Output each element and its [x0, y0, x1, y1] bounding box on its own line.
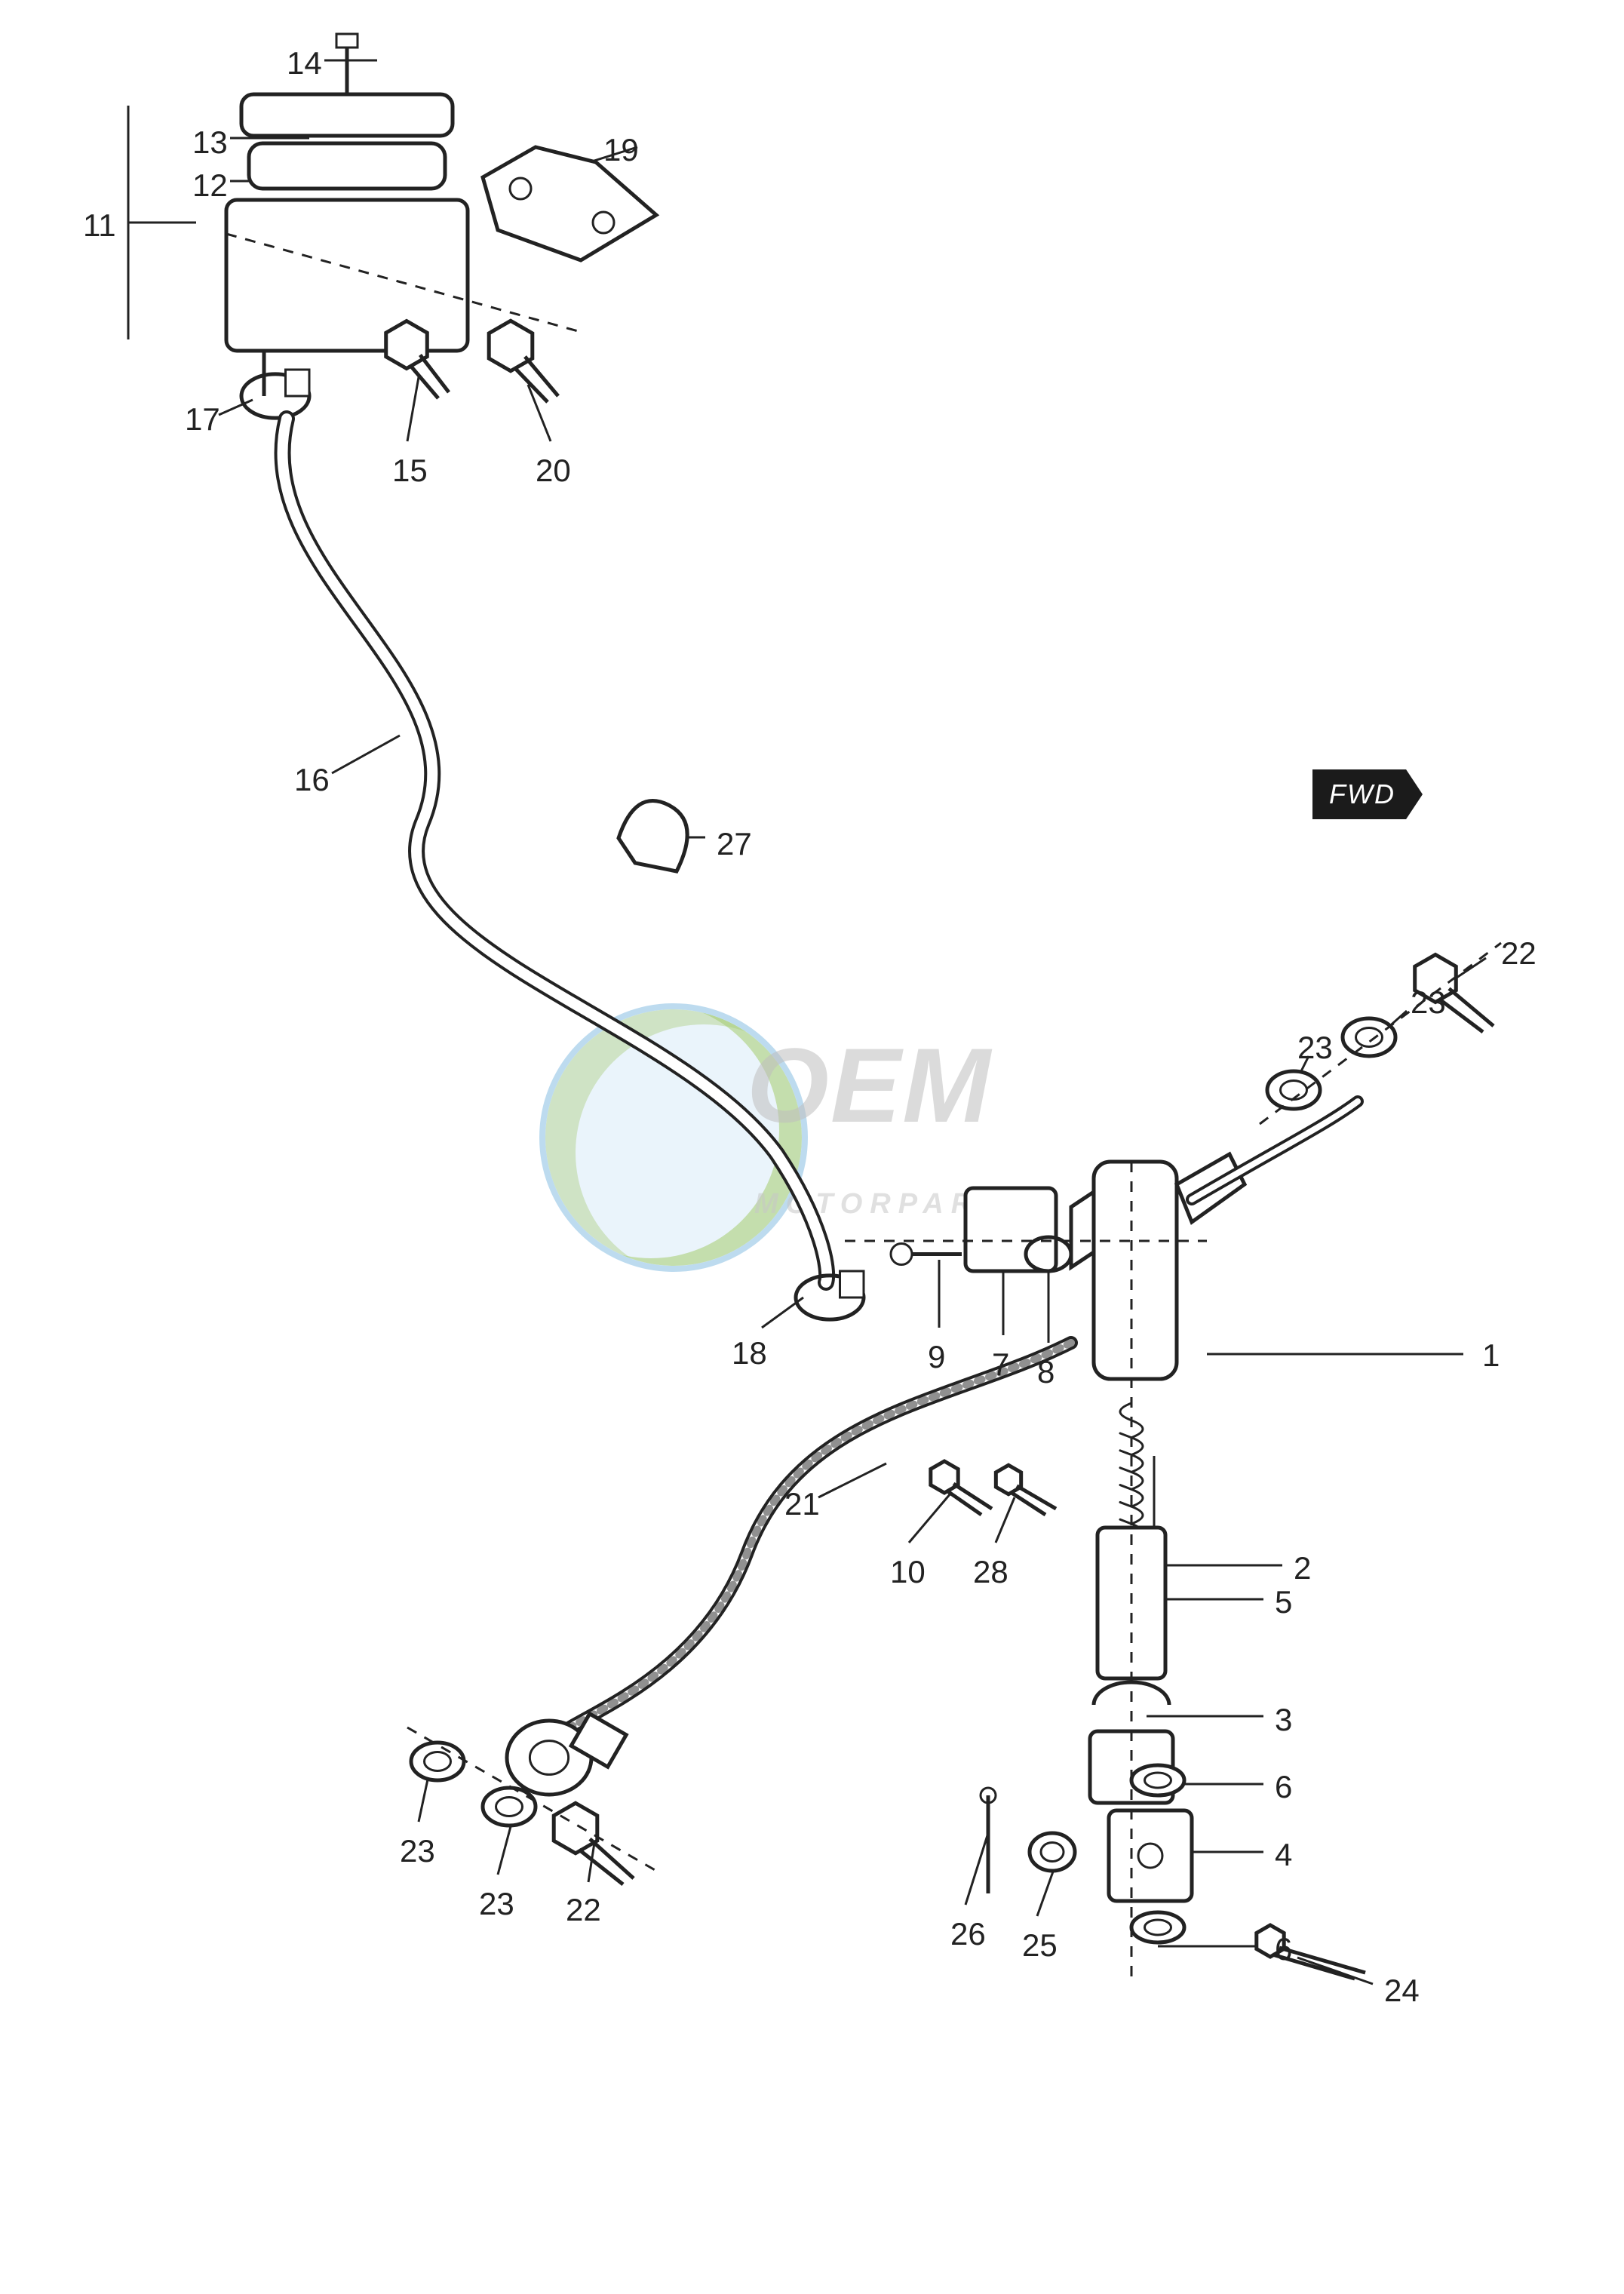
callout-15: 15 — [392, 453, 428, 489]
callout-10: 10 — [890, 1554, 926, 1590]
callout-19: 19 — [603, 132, 639, 168]
callout-3: 3 — [1275, 1702, 1292, 1738]
callout-9: 9 — [928, 1339, 945, 1375]
callout-5: 5 — [1275, 1584, 1292, 1620]
callout-2: 2 — [1294, 1550, 1311, 1586]
callout-25: 25 — [1022, 1927, 1058, 1964]
callout-7: 7 — [992, 1347, 1009, 1383]
callout-17: 17 — [185, 401, 220, 438]
callout-8: 8 — [1037, 1354, 1055, 1390]
callout-16: 16 — [294, 762, 330, 798]
callout-14: 14 — [287, 45, 322, 81]
callout-21: 21 — [784, 1486, 820, 1522]
callout-26: 26 — [950, 1916, 986, 1952]
parts-diagram — [0, 0, 1624, 2294]
callout-27: 27 — [717, 826, 752, 862]
callout-22: 22 — [1501, 935, 1537, 972]
callout-1: 1 — [1482, 1337, 1500, 1374]
callout-4: 4 — [1275, 1837, 1292, 1873]
callout-18: 18 — [732, 1335, 767, 1371]
callout-28: 28 — [973, 1554, 1008, 1590]
callout-22: 22 — [566, 1892, 601, 1928]
callout-13: 13 — [192, 124, 228, 161]
fwd-direction-flag: FWD — [1312, 769, 1423, 819]
callout-6: 6 — [1275, 1769, 1292, 1805]
callout-23: 23 — [479, 1886, 514, 1922]
callout-11: 11 — [83, 207, 116, 244]
callout-23: 23 — [1411, 984, 1446, 1021]
callout-23: 23 — [1297, 1030, 1333, 1066]
callout-12: 12 — [192, 167, 228, 204]
callout-24: 24 — [1384, 1973, 1420, 2009]
callout-23: 23 — [400, 1833, 435, 1869]
callout-20: 20 — [536, 453, 571, 489]
callout-6: 6 — [1275, 1931, 1292, 1967]
